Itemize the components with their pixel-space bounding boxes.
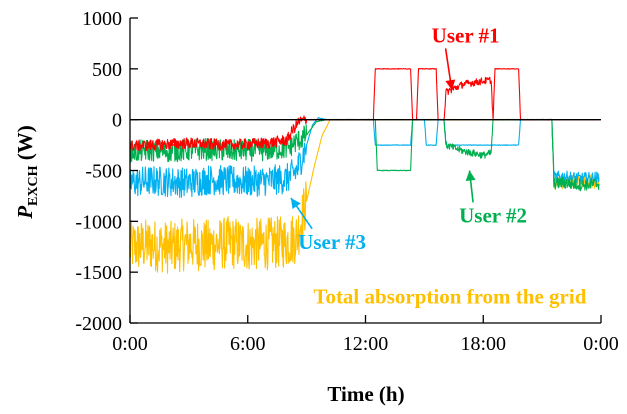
y-axis-title-sub: EXCH — [26, 165, 41, 206]
x-tick-label: 0:00 — [112, 333, 148, 355]
annotation-arrowhead-1 — [465, 170, 476, 181]
y-axis-title: PEXCH (W) — [13, 125, 41, 220]
annotation-label-0: User #1 — [432, 23, 500, 47]
x-tick-label: 18:00 — [460, 333, 506, 355]
annotation-arrowhead-2 — [290, 197, 301, 210]
x-tick-label: 0:00 — [583, 333, 619, 355]
y-tick-label: -500 — [85, 161, 122, 183]
annotation-arrowhead-0 — [445, 79, 456, 91]
y-axis-title-main: P — [13, 206, 37, 220]
annotation-layer: User #1 User #2 User #3 Total absorption fr… — [290, 23, 587, 309]
y-tick-label: 500 — [92, 59, 122, 81]
y-tick-label: -1500 — [75, 262, 122, 284]
y-tick-label: 1000 — [82, 8, 122, 30]
annotation-label-3: Total absorption from the grid — [313, 285, 586, 309]
y-tick-label: -1000 — [75, 211, 122, 233]
annotation-label-1: User #2 — [459, 203, 527, 227]
series-line-1 — [129, 117, 600, 198]
y-axis-title-unit: (W) — [13, 125, 37, 165]
annotation-label-2: User #3 — [298, 230, 366, 254]
x-tick-label: 12:00 — [343, 333, 389, 355]
y-tick-label: 0 — [112, 110, 122, 132]
series-line-3 — [129, 67, 600, 152]
x-tick-label: 6:00 — [230, 333, 266, 355]
x-axis-title: Time (h) — [327, 382, 404, 406]
y-tick-label: -2000 — [75, 313, 122, 335]
